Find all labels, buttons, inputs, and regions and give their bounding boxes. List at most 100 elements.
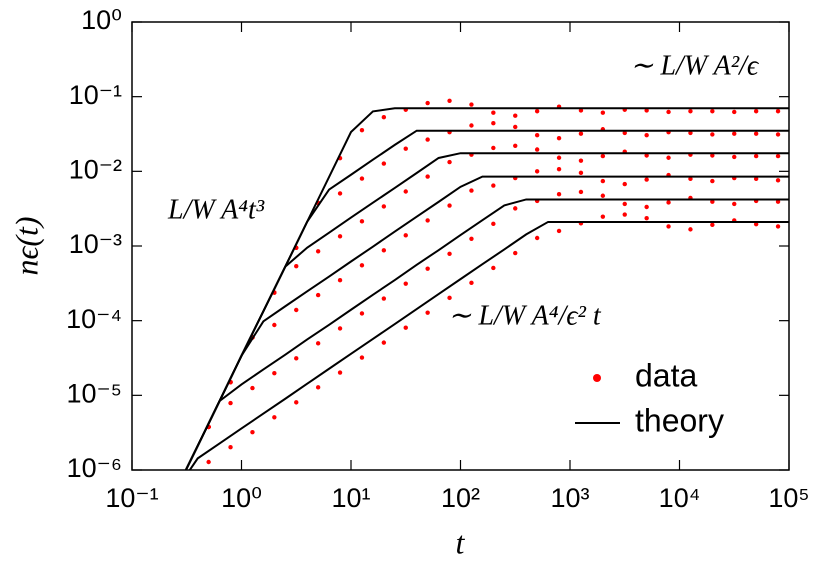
data-point (315, 341, 321, 346)
data-point (534, 109, 540, 114)
data-point (556, 228, 562, 234)
y-tick-label: 10⁻⁵ (67, 378, 122, 408)
data-point (556, 166, 562, 172)
data-point (688, 109, 693, 114)
data-point (403, 281, 408, 286)
data-point (469, 102, 474, 107)
x-tick-label: 10⁻¹ (105, 483, 158, 513)
x-tick-label: 10⁰ (221, 483, 262, 513)
data-point (403, 325, 408, 330)
data-point (425, 310, 430, 315)
data-point (753, 109, 759, 114)
data-point (447, 203, 452, 208)
data-point (337, 234, 343, 239)
data-point (403, 189, 408, 194)
data-point (644, 204, 649, 210)
data-point (337, 326, 343, 331)
data-point (710, 178, 715, 184)
x-tick-label: 10³ (550, 483, 589, 513)
x-tick-label: 10² (441, 483, 480, 513)
data-point (469, 236, 474, 241)
plot-area (184, 98, 789, 470)
data-point (513, 206, 518, 211)
x-tick-label: 10⁴ (659, 483, 701, 513)
data-point (775, 153, 781, 159)
data-point (250, 429, 255, 435)
data-point (469, 188, 474, 193)
data-point (600, 110, 606, 115)
data-point (775, 178, 781, 183)
annotation: L/W A⁴t³ (167, 194, 265, 225)
data-point (206, 459, 211, 465)
data-point (513, 250, 518, 256)
data-point (491, 145, 496, 151)
data-point (228, 400, 233, 406)
data-point (491, 121, 496, 126)
data-point (644, 108, 649, 113)
data-point (753, 221, 759, 227)
data-point (600, 178, 606, 184)
data-point (775, 199, 781, 204)
theory-line (184, 198, 789, 470)
data-point (425, 100, 430, 106)
data-point (688, 176, 693, 182)
data-point (578, 131, 584, 136)
data-point (425, 218, 430, 223)
data-point (556, 135, 562, 141)
data-point (775, 132, 781, 137)
data-point (425, 174, 430, 179)
data-point (469, 280, 474, 286)
data-point (513, 124, 518, 130)
data-point (578, 189, 584, 195)
data-point (491, 183, 496, 188)
data-point (600, 153, 606, 159)
data-point (272, 370, 277, 376)
data-point (228, 445, 233, 450)
data-point (666, 109, 671, 115)
data-point (688, 227, 693, 232)
data-point (381, 161, 387, 166)
data-point (710, 153, 715, 158)
data-point (732, 131, 737, 136)
data-point (359, 311, 365, 316)
data-point (491, 110, 496, 115)
data-point (534, 169, 540, 174)
data-point (534, 235, 540, 241)
data-point (710, 109, 715, 114)
y-tick-label: 10⁻⁶ (67, 453, 122, 483)
data-point (578, 158, 584, 163)
y-tick-label: 10⁻¹ (69, 80, 122, 110)
legend-label: data (635, 357, 697, 393)
data-point (491, 221, 496, 227)
data-point (666, 200, 671, 205)
data-point (381, 340, 387, 345)
data-point (732, 109, 737, 115)
data-point (775, 224, 781, 229)
y-tick-label: 10⁰ (81, 5, 122, 35)
y-axis-label: nϵ(t) (8, 216, 44, 275)
data-point (315, 249, 321, 254)
legend-label: theory (635, 402, 724, 438)
data-point (315, 385, 321, 390)
data-point (359, 263, 365, 268)
data-point (294, 263, 299, 269)
data-point (666, 155, 671, 160)
data-point (359, 176, 365, 181)
data-point (403, 146, 408, 151)
annotation: ∼ L/W A⁴/ϵ² t (448, 300, 602, 331)
data-point (732, 201, 737, 207)
theory-line (188, 220, 789, 470)
data-point (491, 265, 496, 271)
data-point (359, 219, 365, 224)
legend-marker (593, 374, 601, 382)
data-point (337, 278, 343, 283)
data-point (425, 266, 430, 271)
data-point (666, 224, 671, 229)
data-point (381, 248, 387, 253)
data-point (644, 132, 649, 138)
data-point (294, 307, 299, 313)
data-point (425, 137, 430, 142)
data-point (600, 193, 606, 198)
data-point (534, 147, 540, 152)
